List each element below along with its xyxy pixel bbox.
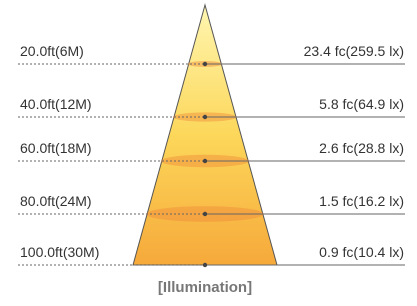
caption: [Illumination] bbox=[158, 279, 252, 296]
illumination-diagram: 20.0ft(6M) 23.4 fc(259.5 lx) 40.0ft(12M) 5.… bbox=[0, 0, 417, 301]
illuminance-label: 1.5 fc(16.2 lx) bbox=[319, 193, 404, 209]
distance-label: 40.0ft(12M) bbox=[20, 96, 92, 112]
distance-label: 60.0ft(18M) bbox=[20, 140, 92, 156]
center-dot bbox=[203, 263, 207, 267]
light-beam bbox=[133, 5, 277, 265]
center-dot bbox=[203, 212, 207, 216]
center-dot bbox=[203, 62, 207, 66]
distance-label: 100.0ft(30M) bbox=[20, 244, 99, 260]
center-dot bbox=[203, 115, 207, 119]
distance-label: 20.0ft(6M) bbox=[20, 43, 84, 59]
illuminance-label: 0.9 fc(10.4 lx) bbox=[319, 244, 404, 260]
distance-label: 80.0ft(24M) bbox=[20, 193, 92, 209]
illuminance-label: 23.4 fc(259.5 lx) bbox=[304, 43, 404, 59]
illuminance-label: 2.6 fc(28.8 lx) bbox=[319, 140, 404, 156]
illuminance-label: 5.8 fc(64.9 lx) bbox=[319, 96, 404, 112]
center-dot bbox=[203, 159, 207, 163]
